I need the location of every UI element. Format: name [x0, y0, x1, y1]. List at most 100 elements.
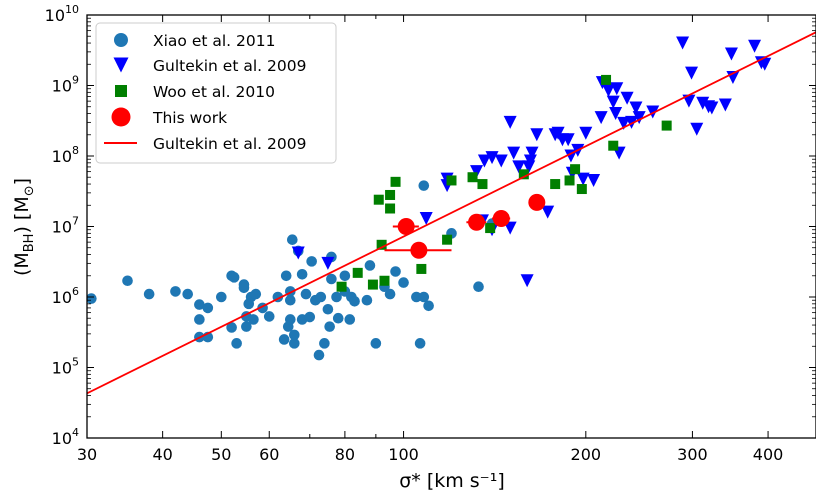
data-point — [241, 321, 252, 332]
data-point — [503, 221, 517, 235]
data-point — [507, 146, 521, 160]
svg-text:(MBH) [M⊙]: (MBH) [M⊙] — [11, 178, 37, 276]
legend-label: Xiao et al. 2011 — [153, 32, 275, 50]
data-point — [122, 275, 133, 287]
y-tick-label: 104 — [52, 426, 79, 448]
data-point — [570, 164, 581, 175]
data-point — [418, 180, 430, 191]
y-tick-label: 1010 — [45, 3, 79, 25]
data-point — [324, 321, 335, 332]
legend-marker — [113, 57, 129, 73]
data-point — [336, 281, 347, 292]
data-point — [370, 338, 382, 349]
data-point — [416, 263, 427, 274]
legend-box — [95, 22, 337, 164]
data-point — [696, 96, 710, 110]
data-point — [231, 338, 242, 349]
data-point — [724, 47, 738, 61]
x-tick-label: 100 — [388, 445, 419, 464]
data-point — [682, 94, 696, 108]
data-point — [550, 179, 561, 190]
legend-label: Gultekin et al. 2009 — [153, 135, 306, 153]
legend-label: Gultekin et al. 2009 — [153, 57, 306, 75]
data-point — [304, 311, 316, 323]
data-point — [446, 175, 457, 186]
data-point — [579, 126, 593, 140]
data-point — [248, 314, 259, 325]
data-point — [485, 151, 499, 165]
data-point — [541, 205, 555, 219]
data-point — [284, 314, 296, 325]
data-point — [263, 311, 275, 322]
fit-line — [87, 31, 816, 395]
data-point — [379, 275, 390, 286]
data-point — [385, 203, 396, 214]
data-point — [608, 140, 619, 151]
data-point — [315, 291, 327, 303]
data-point — [617, 116, 631, 130]
data-point — [646, 105, 660, 119]
legend: Xiao et al. 2011 Gultekin et al. 2009 Woo … — [95, 22, 337, 164]
data-point — [194, 314, 205, 325]
data-point — [296, 268, 308, 280]
data-point — [326, 273, 337, 285]
data-point — [291, 246, 305, 260]
y-tick-label: 108 — [52, 144, 79, 166]
data-point — [467, 172, 478, 183]
y-axis-label-sub: BH — [22, 234, 37, 253]
data-point — [228, 272, 240, 283]
data-point — [661, 120, 672, 131]
data-point — [419, 211, 433, 225]
data-point — [685, 66, 699, 80]
data-point — [477, 179, 488, 190]
y-tick-label: 105 — [52, 356, 79, 378]
data-point — [758, 57, 772, 71]
data-point — [705, 101, 719, 115]
data-point — [194, 299, 205, 310]
x-tick-label: 80 — [335, 445, 355, 464]
data-point — [331, 291, 342, 303]
data-point — [564, 175, 575, 186]
data-point — [601, 83, 615, 97]
legend-marker — [115, 85, 127, 97]
legend-label: This work — [152, 109, 227, 127]
data-point — [143, 288, 155, 300]
data-point — [468, 213, 486, 231]
data-point — [625, 115, 639, 129]
data-point — [384, 288, 396, 300]
series-0 — [87, 180, 498, 361]
data-point — [594, 111, 608, 125]
legend-item: Gultekin et al. 2009 — [113, 57, 306, 75]
data-point — [620, 91, 634, 105]
data-point — [411, 291, 422, 303]
data-point — [238, 282, 250, 294]
x-tick-label: 400 — [753, 445, 784, 464]
data-point — [306, 256, 317, 267]
data-point — [632, 111, 646, 125]
data-point — [477, 154, 491, 168]
legend-marker — [114, 33, 128, 47]
data-point — [518, 169, 529, 180]
x-tick-label: 60 — [259, 445, 279, 464]
data-point — [561, 133, 575, 147]
data-point — [349, 295, 360, 307]
legend-marker — [111, 107, 131, 127]
y-tick-label: 107 — [52, 215, 79, 237]
data-point — [278, 334, 290, 345]
data-point — [494, 154, 508, 168]
x-tick-label: 40 — [152, 445, 172, 464]
data-point — [418, 291, 430, 303]
data-point — [216, 291, 227, 303]
data-point — [390, 176, 401, 187]
x-tick-label: 50 — [211, 445, 231, 464]
data-point — [321, 256, 335, 270]
y-axis-label-sun: ⊙ — [22, 185, 37, 196]
data-point — [373, 194, 384, 205]
data-point — [718, 98, 732, 112]
legend-item: This work — [111, 107, 227, 127]
data-point — [390, 266, 401, 277]
data-point — [398, 277, 409, 288]
x-tick-label: 200 — [571, 445, 602, 464]
data-point — [289, 329, 300, 341]
data-point — [352, 267, 363, 278]
